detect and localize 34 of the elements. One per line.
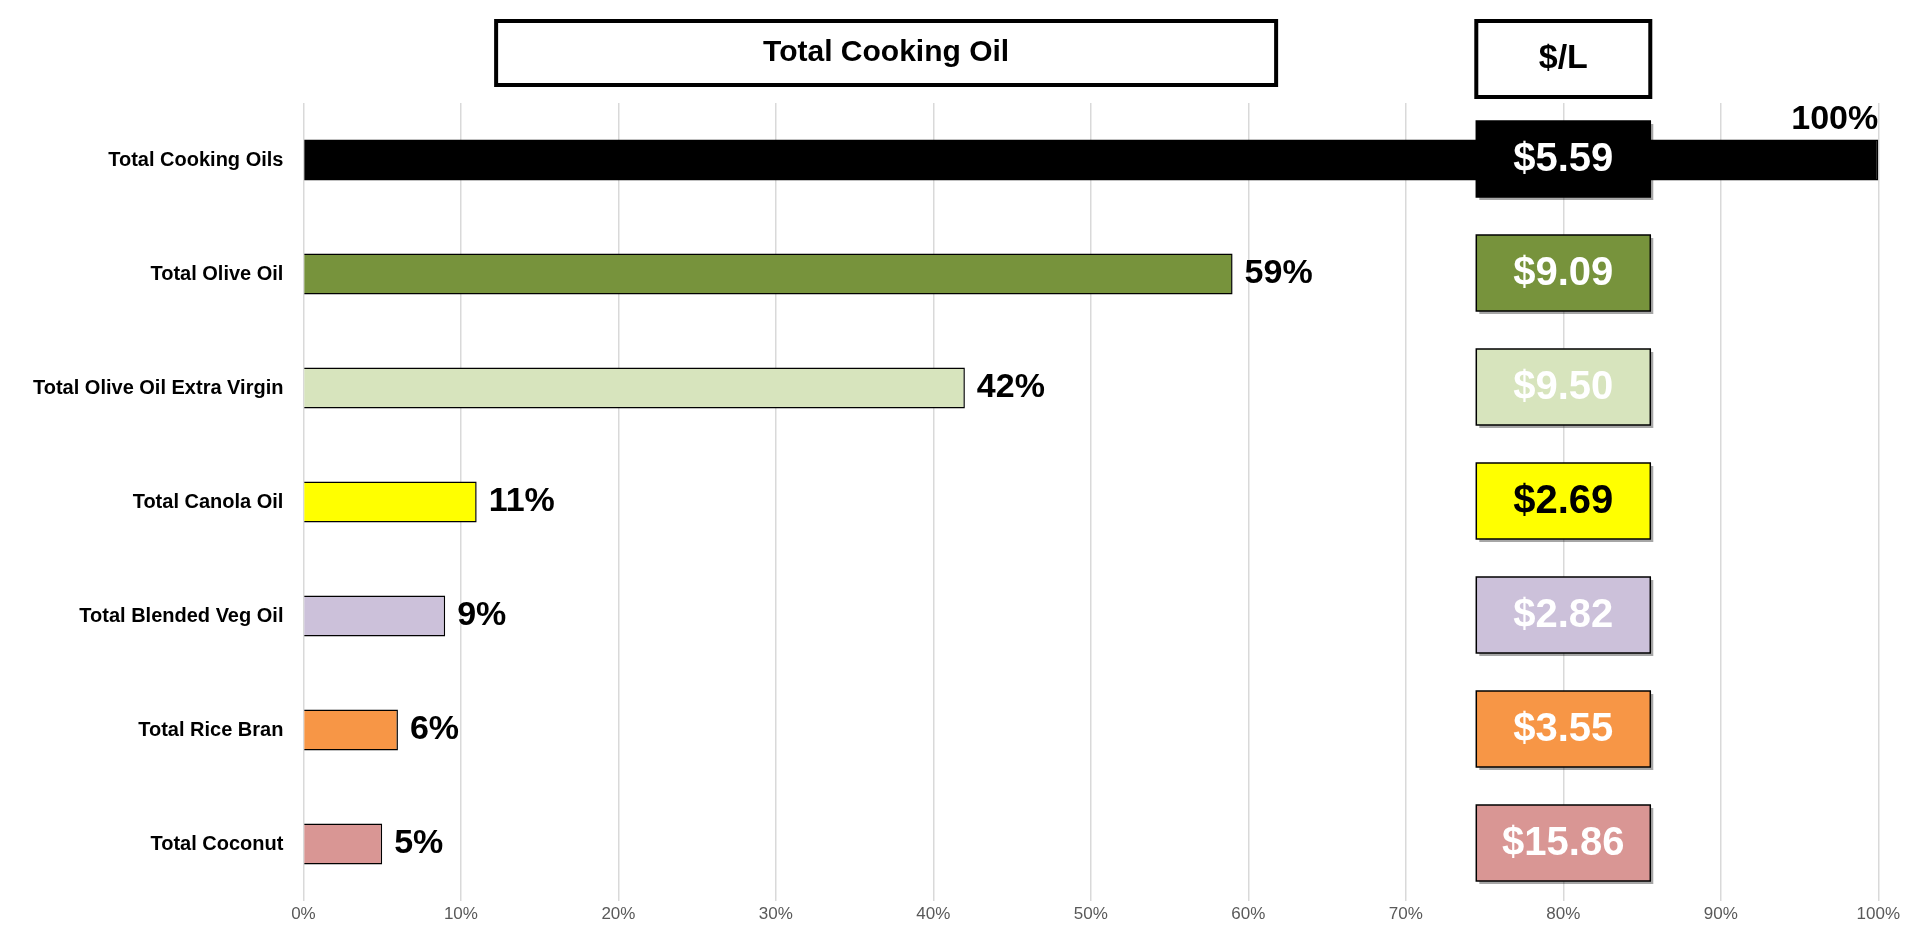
y-tick-label: Total Coconut [150, 831, 284, 854]
y-tick-label: Total Rice Bran [138, 717, 284, 740]
annotation: $3.55 [1513, 705, 1614, 750]
y-tick-label: Total Canola Oil [132, 489, 284, 512]
x-tick-label: 20% [601, 903, 636, 923]
y-tick-label: Total Blended Veg Oil [79, 603, 284, 626]
text: $/L [1538, 37, 1588, 76]
x-tick-label: 100% [1856, 903, 1900, 923]
data-label: 100% [1791, 98, 1879, 137]
annotation: $15.86 [1502, 819, 1625, 864]
x-tick-label: 10% [443, 903, 478, 923]
annotation: $2.82 [1513, 591, 1614, 636]
data-label: 11% [488, 480, 555, 519]
annotation: $9.09 [1513, 249, 1614, 294]
x-tick-label: 60% [1231, 903, 1266, 923]
annotation: $5.59 [1513, 135, 1614, 180]
annotation: $2.69 [1513, 477, 1614, 522]
data-label: 6% [409, 708, 460, 747]
y-tick-label: Total Olive Oil [150, 261, 284, 284]
x-tick-label: 0% [291, 903, 316, 923]
x-tick-label: 40% [916, 903, 951, 923]
x-tick-label: 30% [758, 903, 793, 923]
y-tick-label: Total Cooking Oils [108, 147, 284, 170]
y-tick-label: Total Olive Oil Extra Virgin [32, 375, 284, 398]
data-label: 5% [394, 822, 444, 861]
data-label: 42% [976, 366, 1045, 405]
annotation: $9.50 [1513, 363, 1614, 408]
chart-title: Total Cooking Oil [763, 34, 1010, 68]
x-tick-label: 90% [1703, 903, 1738, 923]
x-tick-label: 80% [1546, 903, 1581, 923]
data-label: 59% [1244, 252, 1313, 291]
x-tick-label: 50% [1073, 903, 1108, 923]
x-tick-label: 70% [1388, 903, 1423, 923]
data-label: 9% [457, 594, 507, 633]
